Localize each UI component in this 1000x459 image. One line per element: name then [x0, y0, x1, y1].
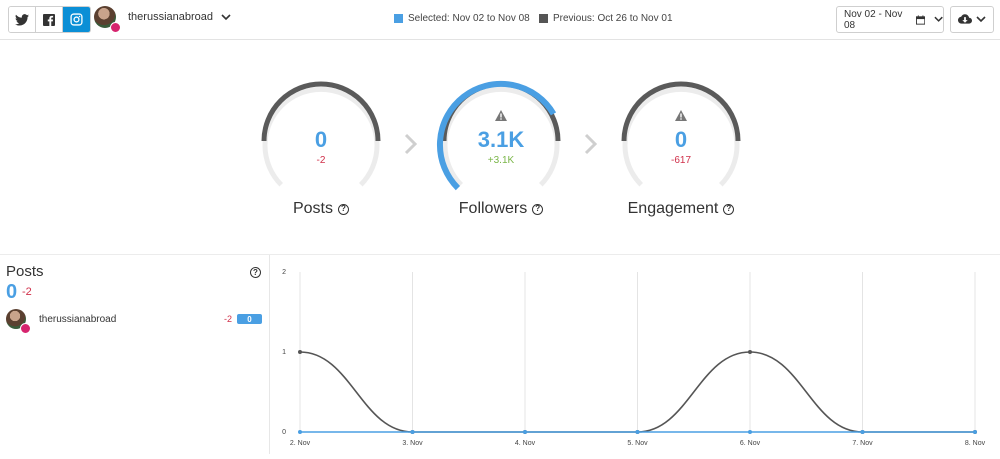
gauge-delta: -2 — [316, 155, 326, 166]
y-tick-label: 1 — [282, 349, 286, 356]
series-selected-point — [973, 430, 977, 434]
gauge-value: 0 — [314, 127, 328, 152]
series-selected-point — [298, 430, 302, 434]
legend-previous-swatch — [539, 14, 548, 23]
legend-previous: Previous: Oct 26 to Nov 01 — [539, 13, 673, 24]
gauge-followers-ring — [437, 80, 561, 191]
posts-line-chart: 2. Nov 3. Nov 4. Nov 5. Nov 6. Nov 7. Nov 8. N… — [270, 255, 1000, 454]
series-selected-point — [523, 430, 527, 434]
series-selected-point — [860, 430, 865, 434]
chevron-down-icon — [976, 16, 986, 23]
date-range-picker[interactable]: Nov 02 - Nov 08 — [836, 6, 944, 33]
warning-icon — [495, 110, 507, 121]
date-range-label: Nov 02 - Nov 08 — [844, 8, 903, 31]
series-selected-point — [748, 430, 752, 434]
kpi-gauges: 0 -2 Posts ? 3.1K +3.1K Followers ? — [0, 40, 1000, 254]
gauge-value: 3.1K — [477, 127, 525, 152]
gauge-posts[interactable]: 0 -2 Posts ? — [251, 75, 391, 217]
row-value-badge: 0 — [237, 314, 262, 324]
avatar — [94, 6, 121, 33]
row-account-name: therussianabroad — [39, 313, 117, 325]
series-previous-point — [298, 350, 302, 354]
instagram-badge-icon — [110, 22, 121, 33]
help-icon[interactable]: ? — [723, 203, 735, 215]
chevron-right-icon — [584, 133, 598, 155]
instagram-badge-icon — [20, 323, 31, 334]
gauge-label: Followers ? — [411, 200, 591, 218]
gauge-engagement[interactable]: 0 -617 Engagement ? — [611, 75, 751, 217]
x-tick-label: 5. Nov — [627, 440, 648, 447]
twitter-icon — [15, 13, 29, 26]
legend-previous-label: Previous: Oct 26 to Nov 01 — [553, 13, 673, 24]
help-icon[interactable]: ? — [532, 203, 544, 215]
gauge-followers[interactable]: 3.1K +3.1K Followers ? — [431, 75, 571, 217]
x-tick-label: 8. Nov — [965, 440, 986, 447]
gauge-label-text: Followers — [458, 200, 528, 217]
avatar — [6, 309, 31, 334]
help-icon[interactable]: ? — [250, 267, 261, 278]
calendar-icon — [915, 14, 925, 25]
account-selector[interactable]: therussianabroad — [94, 6, 231, 33]
facebook-button[interactable] — [36, 7, 63, 32]
account-name: therussianabroad — [128, 11, 214, 23]
x-tick-label: 2. Nov — [290, 440, 311, 447]
facebook-icon — [43, 13, 55, 26]
x-tick-label: 6. Nov — [740, 440, 761, 447]
list-item[interactable]: therussianabroad -2 0 — [6, 307, 264, 334]
panel-title: Posts — [6, 263, 44, 280]
gauge-delta: +3.1K — [487, 155, 515, 166]
legend-selected: Selected: Nov 02 to Nov 08 — [394, 13, 530, 24]
gauge-label-text: Engagement — [627, 200, 719, 217]
gauge-value: 0 — [674, 127, 688, 152]
posts-detail-section: Posts ? 0 -2 therussianabroad -2 0 2. No… — [0, 254, 1000, 454]
instagram-button[interactable] — [63, 7, 90, 32]
series-previous-point — [748, 350, 752, 354]
x-tick-label: 3. Nov — [402, 440, 423, 447]
help-icon[interactable]: ? — [338, 203, 349, 215]
series-selected-point — [410, 430, 415, 434]
x-tick-label: 4. Nov — [515, 440, 536, 447]
panel-value: 0 — [6, 281, 18, 303]
panel-delta: -2 — [22, 286, 32, 298]
chevron-right-icon — [404, 133, 418, 155]
legend-selected-swatch — [394, 14, 403, 23]
chevron-down-icon — [934, 16, 943, 22]
series-selected-point — [635, 430, 640, 434]
gauge-posts-ring — [261, 81, 381, 187]
legend-selected-label: Selected: Nov 02 to Nov 08 — [408, 13, 530, 24]
gauge-engagement-ring — [621, 81, 741, 187]
header-bar: therussianabroad Selected: Nov 02 to Nov… — [0, 0, 1000, 40]
download-button[interactable] — [950, 6, 994, 33]
warning-icon — [675, 110, 687, 121]
network-switcher — [8, 6, 91, 33]
twitter-button[interactable] — [9, 7, 36, 32]
gauge-delta: -617 — [670, 155, 691, 166]
y-tick-label: 0 — [282, 429, 286, 436]
gauge-label: Engagement ? — [591, 200, 771, 218]
chart-canvas: 2. Nov 3. Nov 4. Nov 5. Nov 6. Nov 7. Nov 8. N… — [282, 269, 986, 447]
y-tick-label: 2 — [282, 269, 286, 276]
gauge-label-text: Posts — [292, 200, 333, 217]
gauge-label: Posts ? — [231, 200, 411, 218]
cloud-download-icon — [958, 14, 972, 24]
instagram-icon — [70, 13, 83, 26]
row-delta: -2 — [223, 314, 232, 324]
posts-summary-panel: Posts ? 0 -2 therussianabroad -2 0 — [0, 255, 270, 454]
x-tick-label: 7. Nov — [852, 440, 873, 447]
chevron-down-icon — [221, 13, 231, 20]
